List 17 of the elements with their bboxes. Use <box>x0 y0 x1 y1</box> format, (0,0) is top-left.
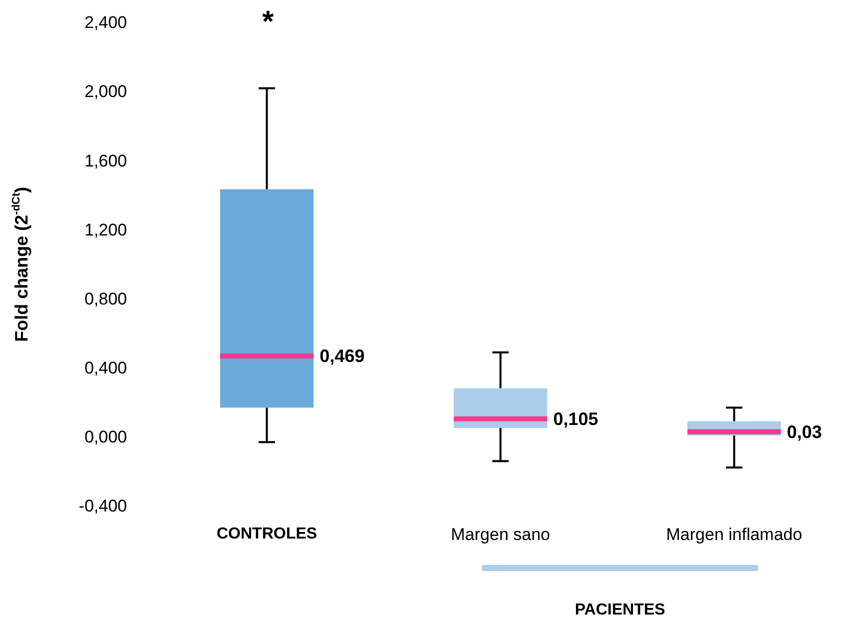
text: 0,03 <box>786 422 822 442</box>
text: 0,105 <box>553 408 598 429</box>
y-tick-label: 0,000 <box>84 427 127 446</box>
y-tick-label: 0,800 <box>84 289 127 308</box>
text: PACIENTES <box>574 602 666 618</box>
annotation: * <box>262 6 274 38</box>
y-tick-label: 1,600 <box>84 151 127 170</box>
text: 0,469 <box>320 346 365 366</box>
x-tick-label: Margen sano <box>450 525 550 544</box>
y-axis-title: Fold change (2-dCt) <box>10 186 32 342</box>
y-tick-label: 0,400 <box>84 358 127 378</box>
y-tick-label: 1,200 <box>84 220 127 240</box>
y-tick-label: 2,000 <box>84 82 127 102</box>
y-tick-label: 2,400 <box>84 13 127 32</box>
x-tick-label: CONTROLES <box>216 526 318 542</box>
x-tick-label: Margen inflamado <box>666 525 802 544</box>
y-tick-label: -0,400 <box>78 496 127 516</box>
